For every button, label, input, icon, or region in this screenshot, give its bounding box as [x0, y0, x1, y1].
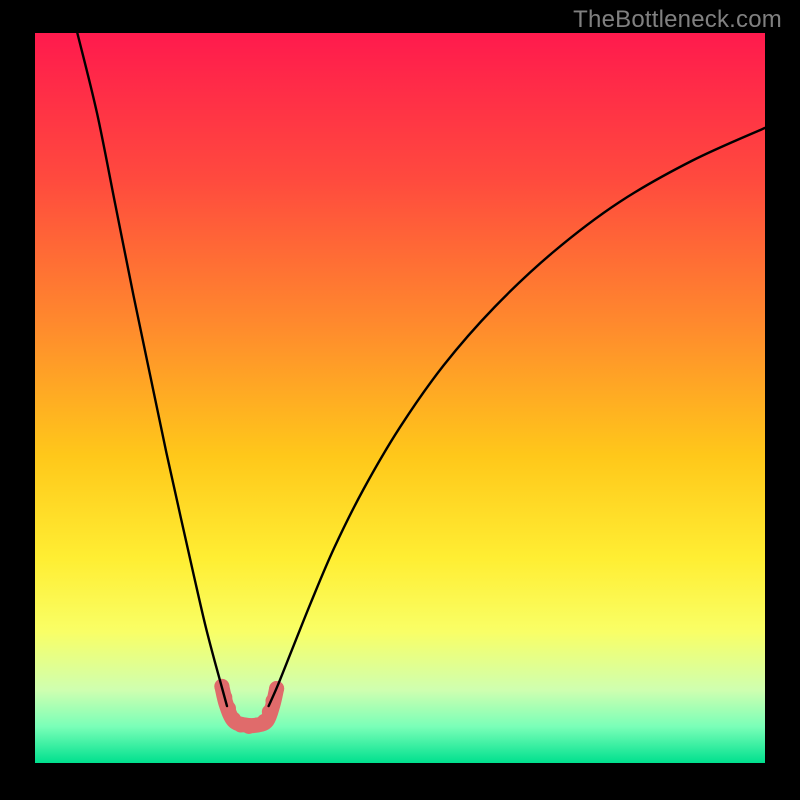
chart-wrapper: TheBottleneck.com [0, 0, 800, 800]
watermark-label: TheBottleneck.com [573, 6, 782, 34]
bottleneck-chart-svg [0, 0, 800, 800]
plot-area [35, 33, 765, 763]
